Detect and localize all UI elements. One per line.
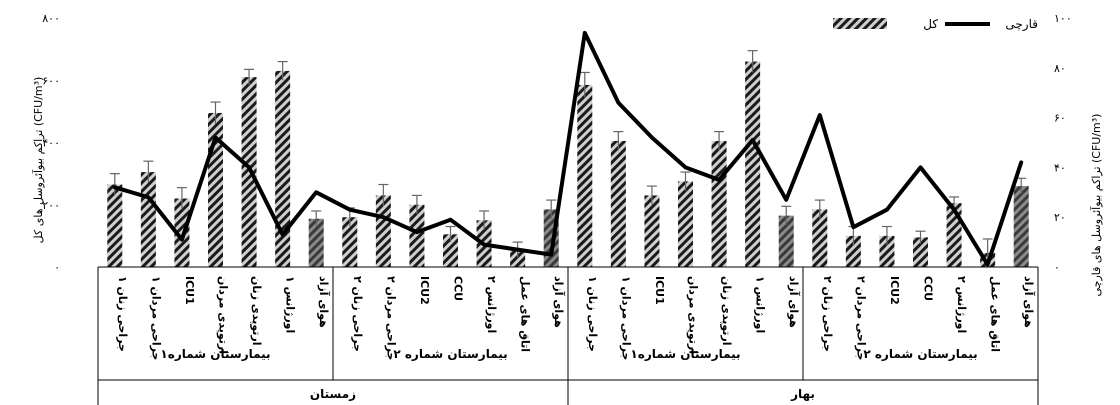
bar [275, 70, 291, 267]
right-tick-label: ۰ [1054, 261, 1060, 274]
left-tick-label: ۸۰۰ [42, 12, 60, 25]
bar [107, 184, 123, 267]
category-label: هوای آزاد [787, 276, 801, 328]
legend-label-fungal: قارچی [1005, 17, 1038, 32]
bar [375, 195, 391, 267]
bar [443, 234, 458, 267]
right-axis-title: تراکم بیوآئروسل های قارچی (CFU/m³) [1089, 114, 1103, 297]
category-label: جراحی زنان ۲ [821, 276, 834, 352]
bar [140, 172, 156, 267]
fungal-line [112, 30, 1024, 267]
right-tick-label: ۸۰ [1054, 62, 1066, 75]
season-label: بهار [790, 387, 815, 401]
bar [1013, 186, 1029, 267]
category-label: اورژانس ۲ [485, 276, 498, 333]
right-tick-label: ۴۰ [1054, 161, 1066, 174]
bar [610, 140, 626, 267]
hospital-label: بیمارستان شماره ۲ [863, 347, 977, 361]
bar [879, 235, 895, 267]
right-tick-label: ۶۰ [1054, 112, 1066, 125]
error-bars [109, 50, 1027, 267]
right-tick-label: ۱۰۰ [1054, 12, 1072, 25]
hospital-label: بیمارستان شماره۱ [630, 347, 740, 361]
category-label: اتاق های عمل [519, 276, 532, 352]
left-tick-label: ۴۰۰ [42, 137, 60, 150]
bar [577, 84, 593, 267]
category-label: CCU [452, 276, 465, 301]
right-tick-label: ۲۰ [1054, 211, 1066, 224]
category-label: جراحی زنان ۱ [116, 276, 129, 352]
category-label: ارتوپدی زنان [250, 276, 263, 346]
bar [409, 204, 425, 267]
bar [913, 237, 928, 267]
season-label: زمستان [310, 387, 356, 401]
bar [510, 249, 526, 267]
left-tick-label: ۰ [54, 261, 60, 274]
bar [745, 61, 761, 268]
category-label: اورژانس ۲ [955, 276, 968, 333]
category-label: اتاق های عمل [989, 276, 1002, 352]
category-label: ICU2 [418, 276, 431, 305]
category-label: جراحی زنان ۲ [351, 276, 364, 352]
category-label: اورژانس ۱ [754, 276, 767, 333]
category-label: جراحی زنان ۱ [586, 276, 599, 352]
bar [308, 218, 324, 267]
category-label: جراحی مردان ۲ [384, 276, 397, 360]
bar [342, 217, 358, 267]
legend-swatch-bar [833, 18, 887, 29]
left-tick-label: ۲۰۰ [42, 199, 60, 212]
left-axis-title: تراکم بیوآئروسل های کل (CFU/m³) [31, 77, 45, 244]
category-label: هوای آزاد [552, 276, 566, 328]
category-label: هوای آزاد [1022, 276, 1036, 328]
bar [812, 209, 828, 267]
bar [711, 140, 727, 267]
line-series [112, 30, 1024, 267]
category-label: جراحی مردان ۱ [149, 276, 162, 360]
category-label: ICU1 [183, 276, 196, 305]
category-label: جراحی مردان ۱ [619, 276, 632, 360]
category-label: ICU1 [653, 276, 666, 305]
category-label: اورژانس ۱ [284, 276, 297, 333]
legend: قارچی کل [833, 17, 1038, 32]
bar [241, 77, 257, 267]
bar [678, 181, 693, 267]
category-label: ICU2 [888, 276, 901, 305]
category-label: ارتوپدی مردان [687, 276, 700, 354]
category-label: جراحی مردان ۲ [854, 276, 867, 360]
bar [174, 198, 190, 267]
bar [644, 195, 660, 267]
category-label: ارتوپدی مردان [217, 276, 230, 354]
left-tick-label: ۶۰۰ [42, 74, 60, 87]
category-label: هوای آزاد [317, 276, 331, 328]
hospital-label: بیمارستان شماره ۲ [393, 347, 507, 361]
legend-label-total: کل [923, 17, 938, 31]
category-label: ارتوپدی زنان [720, 276, 733, 346]
bar [778, 215, 794, 267]
hospital-label: بیمارستان شماره۱ [160, 347, 270, 361]
bar [845, 235, 861, 267]
axes: ۰ ۲۰۰ ۴۰۰ ۶۰۰ ۸۰۰ ۰ ۲۰ ۴۰ ۶۰ ۸۰ ۱۰۰ تراکم بیوآئروسل… [31, 12, 1103, 405]
category-label: CCU [922, 276, 935, 301]
